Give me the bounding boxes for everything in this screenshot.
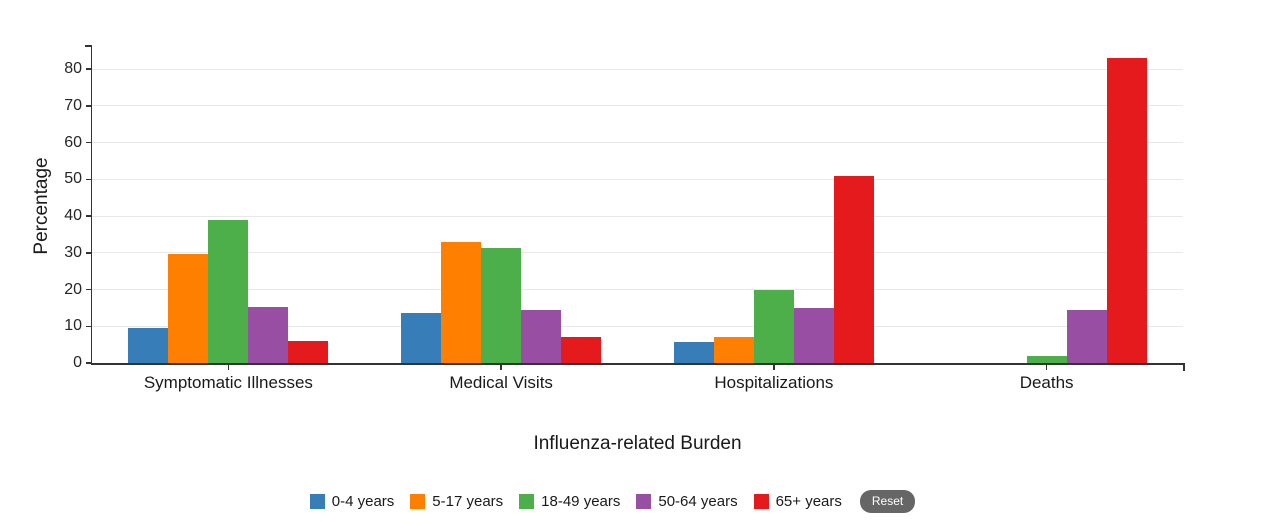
legend: 0-4 years 5-17 years 18-49 years 50-64 year… bbox=[0, 490, 1225, 513]
gridline bbox=[92, 215, 1183, 217]
gridline bbox=[92, 142, 1183, 143]
y-axis-tick bbox=[86, 288, 92, 291]
bar-50-64-years[interactable] bbox=[521, 310, 562, 363]
gridline bbox=[92, 105, 1183, 107]
y-axis-tick-label: 60 bbox=[64, 133, 82, 151]
legend-label: 0-4 years bbox=[331, 493, 395, 510]
x-axis-end-cap bbox=[1183, 363, 1185, 371]
y-axis-tick-label: 40 bbox=[64, 207, 82, 224]
category-label: Hospitalizations bbox=[714, 373, 834, 392]
bar-0-4-years[interactable] bbox=[128, 328, 169, 363]
legend-item-18-49-years[interactable]: 18-49 years bbox=[519, 493, 620, 510]
y-axis-tick bbox=[86, 68, 92, 70]
y-axis-tick bbox=[86, 178, 92, 180]
y-axis-tick bbox=[86, 215, 92, 217]
y-axis-tick-label: 30 bbox=[64, 243, 82, 261]
legend-item-5-17-years[interactable]: 5-17 years bbox=[410, 493, 503, 510]
y-axis-tick-label: 20 bbox=[64, 280, 82, 298]
bar-5-17-years[interactable] bbox=[713, 336, 754, 363]
legend-swatch bbox=[636, 494, 652, 509]
legend-swatch bbox=[410, 494, 426, 509]
legend-label: 5-17 years bbox=[432, 493, 504, 510]
bar-5-17-years[interactable] bbox=[168, 253, 209, 363]
reset-button[interactable]: Reset bbox=[859, 490, 916, 513]
gridline bbox=[92, 252, 1183, 254]
y-axis-tick bbox=[86, 252, 92, 254]
legend-swatch bbox=[309, 494, 325, 509]
y-axis-tick-label: 0 bbox=[73, 354, 82, 371]
category-label: Medical Visits bbox=[449, 373, 553, 392]
bar-18-49-years[interactable] bbox=[208, 219, 249, 363]
bar-0-4-years[interactable] bbox=[401, 313, 442, 363]
y-axis-tick bbox=[86, 141, 92, 144]
y-axis-tick-label: 10 bbox=[64, 317, 82, 335]
bar-50-64-years[interactable] bbox=[1066, 310, 1107, 363]
x-axis-tick bbox=[227, 364, 230, 370]
y-axis-end-cap bbox=[84, 45, 92, 47]
x-axis-line bbox=[92, 363, 1185, 365]
bar-65plus-years[interactable] bbox=[561, 336, 602, 363]
x-axis-tick bbox=[500, 364, 502, 370]
bar-5-17-years[interactable] bbox=[441, 241, 482, 363]
bar-18-49-years[interactable] bbox=[481, 248, 522, 363]
bar-65plus-years[interactable] bbox=[833, 175, 874, 363]
gridline bbox=[92, 325, 1183, 327]
bar-0-4-years[interactable] bbox=[673, 342, 714, 363]
y-axis-tick-label: 80 bbox=[64, 60, 82, 77]
legend-label: 18-49 years bbox=[541, 493, 621, 510]
bar-50-64-years[interactable] bbox=[248, 306, 289, 363]
x-axis-title: Influenza-related Burden bbox=[533, 433, 742, 454]
category-label: Deaths bbox=[1019, 373, 1074, 392]
bar-50-64-years[interactable] bbox=[793, 307, 834, 363]
x-axis-tick bbox=[1045, 364, 1048, 370]
bar-65plus-years[interactable] bbox=[1106, 57, 1147, 363]
y-axis-tick bbox=[86, 105, 92, 107]
y-axis-tick bbox=[86, 362, 92, 364]
gridline bbox=[92, 289, 1183, 290]
legend-label: 50-64 years bbox=[658, 493, 738, 510]
y-axis-line bbox=[90, 45, 92, 365]
legend-label: 65+ years bbox=[775, 493, 842, 510]
y-axis-tick-label: 70 bbox=[64, 96, 82, 114]
y-axis-tick bbox=[86, 325, 92, 327]
x-axis-tick bbox=[773, 364, 775, 370]
legend-item-65plus-years[interactable]: 65+ years bbox=[753, 493, 842, 510]
gridline bbox=[92, 178, 1183, 180]
legend-item-50-64-years[interactable]: 50-64 years bbox=[636, 493, 738, 510]
legend-item-0-4-years[interactable]: 0-4 years bbox=[309, 493, 395, 510]
y-axis-tick-label: 50 bbox=[64, 170, 82, 188]
legend-swatch bbox=[519, 494, 535, 509]
category-label: Symptomatic Illnesses bbox=[143, 373, 313, 392]
bar-65plus-years[interactable] bbox=[288, 341, 329, 363]
gridline bbox=[92, 68, 1183, 70]
bar-18-49-years[interactable] bbox=[753, 289, 794, 363]
legend-swatch bbox=[753, 494, 769, 509]
bar-18-49-years[interactable] bbox=[1026, 355, 1067, 363]
